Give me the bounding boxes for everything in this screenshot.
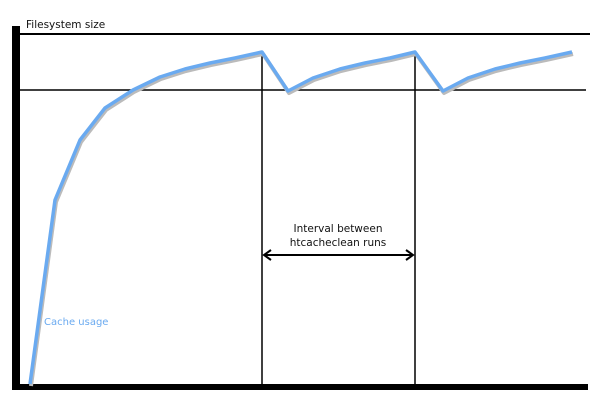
interval-label-line1: Interval between bbox=[294, 223, 383, 235]
cache-usage-curve bbox=[28, 50, 573, 385]
x-axis bbox=[12, 384, 588, 390]
cache-usage-label: Cache usage bbox=[44, 317, 108, 328]
y-axis-label: Filesystem size bbox=[26, 19, 105, 31]
interval-label-line2: htcacheclean runs bbox=[290, 237, 387, 249]
cache-usage-shadow bbox=[29, 52, 574, 387]
y-axis bbox=[12, 26, 20, 390]
